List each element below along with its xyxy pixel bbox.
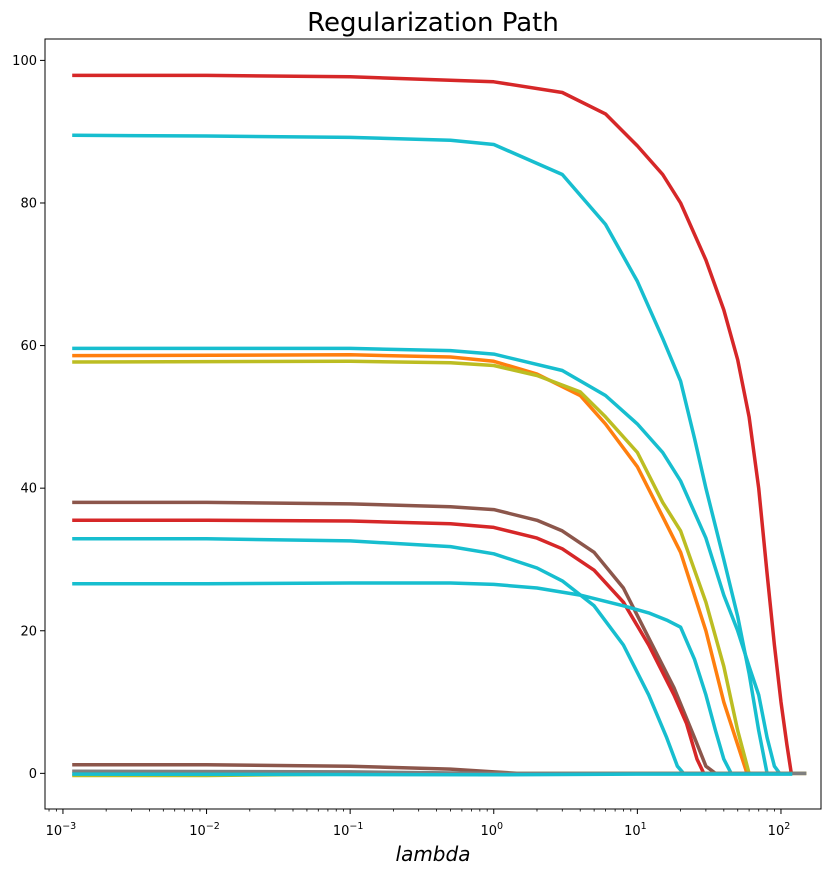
- series-line-9: [72, 581, 733, 775]
- y-tick-label: 100: [12, 54, 37, 69]
- y-tick-label: 20: [20, 624, 37, 639]
- x-tick-label: 101: [624, 821, 647, 839]
- series-line-7: [72, 518, 706, 775]
- axes-frame: [44, 38, 822, 810]
- series-line-6: [72, 500, 717, 775]
- series-line-3: [72, 346, 782, 775]
- y-tick-label: 80: [20, 196, 37, 211]
- series-line-13: [72, 772, 793, 777]
- series-line-2: [72, 133, 769, 774]
- y-tick-label: 60: [20, 339, 37, 354]
- x-axis-label: lambda: [396, 842, 471, 866]
- chart-title: Regularization Path: [307, 8, 559, 38]
- x-tick-label: 10−1: [333, 821, 364, 839]
- y-tick-label: 0: [29, 767, 37, 782]
- series-line-5: [72, 359, 751, 774]
- series-line-4: [72, 353, 749, 774]
- x-tick-label: 102: [768, 821, 791, 839]
- x-axis: 10−3 10−2 10−1 100 101 102: [46, 809, 791, 839]
- x-tick-label: 10−2: [189, 821, 220, 839]
- x-tick-label: 100: [480, 821, 503, 839]
- series-line-8: [72, 537, 685, 775]
- y-axis: 0 20 40 60 80 100: [12, 54, 45, 782]
- x-tick-label: 10−3: [46, 821, 77, 839]
- series-layer: [72, 73, 807, 778]
- series-line-1: [72, 73, 794, 774]
- y-tick-label: 40: [20, 482, 37, 497]
